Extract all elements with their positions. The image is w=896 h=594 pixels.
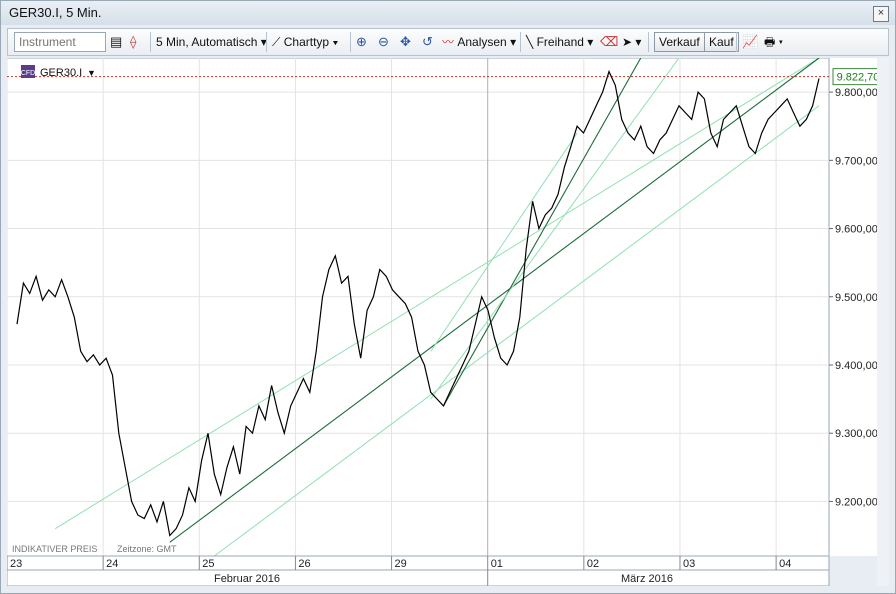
- separator: [150, 32, 151, 52]
- buy-button[interactable]: Kauf: [704, 32, 739, 52]
- y-tick-label: 9.700,00: [835, 155, 878, 167]
- x-month-label: Februar 2016: [214, 573, 280, 585]
- legend-symbol: GER30.I: [40, 67, 82, 79]
- charttype-dropdown[interactable]: ⟋ Charttyp ▾: [272, 35, 339, 49]
- x-day-label: 01: [491, 558, 503, 570]
- trendlines: [54, 57, 820, 557]
- y-tick-label: 9.300,00: [835, 428, 878, 440]
- trendline-dark[interactable]: [169, 57, 820, 543]
- zoom-out-icon[interactable]: ⊖: [378, 34, 389, 49]
- freehand-dropdown[interactable]: ╲ Freihand ▾: [526, 35, 594, 49]
- analysis-label: Analysen: [457, 35, 507, 49]
- x-day-label: 24: [106, 558, 118, 570]
- price-chart[interactable]: 9.800,00 9.700,00 9.600,00 9.500,00 9.400,00…: [6, 57, 889, 587]
- freehand-label: Freihand: [536, 35, 584, 49]
- x-day-label: 29: [395, 558, 407, 570]
- y-tick-label: 9.200,00: [835, 496, 878, 508]
- separator: [266, 32, 267, 52]
- x-axis-labels: 23 24 25 26 29 01 02 03 04 Februar 2016 März 2016: [6, 556, 791, 586]
- indicative-price-label: INDIKATIVER PREIS: [12, 544, 97, 554]
- trendline-light[interactable]: [430, 132, 578, 352]
- price-tag: 9.822,70: [832, 68, 884, 86]
- compare-icon[interactable]: ⟠: [130, 34, 137, 49]
- separator: [520, 32, 521, 52]
- cfd-badge-icon: [21, 65, 35, 78]
- sell-button[interactable]: Verkauf: [654, 32, 705, 52]
- price-tag-text: 9.822,70: [837, 72, 880, 84]
- y-tick-label: 9.500,00: [835, 292, 878, 304]
- analysis-dropdown[interactable]: 〰 Analysen ▾: [442, 35, 517, 49]
- eraser-icon[interactable]: ⌫: [600, 34, 619, 49]
- price-line: [16, 69, 820, 537]
- line-tool-icon: ╲: [526, 35, 534, 49]
- window-title: GER30.I, 5 Min.: [9, 5, 102, 20]
- legend[interactable]: CFD GER30.I ▼: [21, 65, 96, 79]
- x-axis-panel: [6, 555, 830, 587]
- separator: [648, 32, 649, 52]
- trendline-light[interactable]: [54, 57, 820, 530]
- separator: [350, 32, 351, 52]
- period-label: 5 Min, Automatisch: [156, 35, 258, 49]
- print-dropdown[interactable]: 🖶 ▾: [764, 35, 784, 49]
- legend-dropdown-icon[interactable]: ▼: [87, 68, 96, 78]
- trendline-light[interactable]: [430, 57, 680, 400]
- x-day-label: 26: [298, 558, 310, 570]
- title-bar[interactable]: GER30.I, 5 Min. ×: [1, 1, 895, 25]
- instrument-list-icon[interactable]: ▤: [110, 34, 123, 49]
- trendline-light[interactable]: [214, 105, 820, 557]
- toolbar: ▤ ⟠ 5 Min, Automatisch ▾ ⟋ Charttyp ▾ ⊕ …: [7, 28, 889, 56]
- x-day-label: 03: [683, 558, 695, 570]
- separator: [736, 32, 737, 52]
- charttype-label: Charttyp: [283, 35, 330, 49]
- zoom-in-icon[interactable]: ⊕: [356, 34, 367, 49]
- analysis-icon: 〰: [442, 35, 455, 49]
- instrument-input[interactable]: [14, 32, 106, 52]
- y-tick-label: 9.800,00: [835, 87, 878, 99]
- timezone-label: Zeitzone: GMT: [117, 544, 177, 554]
- close-button[interactable]: ×: [873, 6, 889, 22]
- reset-icon[interactable]: ↺: [422, 34, 433, 49]
- y-tick-label: 9.400,00: [835, 360, 878, 372]
- y-axis-labels: 9.800,00 9.700,00 9.600,00 9.500,00 9.400,00…: [829, 87, 878, 508]
- cursor-icon: ➤: [622, 35, 633, 49]
- fit-icon[interactable]: ✥: [400, 34, 411, 49]
- x-day-label: 25: [202, 558, 214, 570]
- indicator-icon[interactable]: 📈: [742, 34, 759, 49]
- cursor-dropdown[interactable]: ➤ ▾: [622, 35, 642, 49]
- scrollbar[interactable]: [877, 58, 889, 586]
- trendline-dark[interactable]: [442, 57, 642, 407]
- x-month-label: März 2016: [621, 573, 673, 585]
- chart-area[interactable]: 9.800,00 9.700,00 9.600,00 9.500,00 9.400,00…: [6, 57, 889, 587]
- x-day-label: 23: [10, 558, 22, 570]
- charttype-icon: ⟋: [272, 35, 281, 49]
- x-day-label: 04: [779, 558, 791, 570]
- period-dropdown[interactable]: 5 Min, Automatisch ▾: [156, 35, 267, 49]
- cfd-badge-text: CFD: [21, 70, 35, 77]
- x-day-label: 02: [587, 558, 599, 570]
- print-icon: 🖶: [764, 35, 776, 49]
- y-tick-label: 9.600,00: [835, 224, 878, 236]
- plot-background: [6, 57, 830, 557]
